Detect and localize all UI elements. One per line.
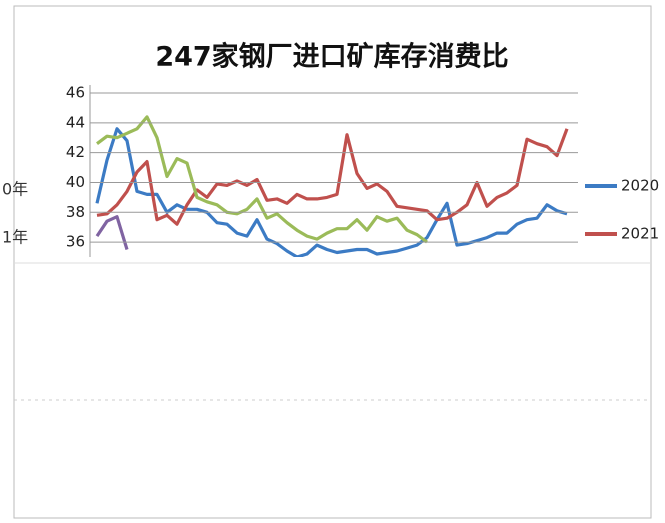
y-tick-label: 36 bbox=[66, 233, 85, 251]
side-label: 0年 bbox=[2, 180, 28, 199]
side-label: 1年 bbox=[2, 228, 28, 247]
series-line bbox=[96, 128, 569, 226]
series-line bbox=[95, 127, 568, 257]
y-tick-label: 42 bbox=[66, 143, 85, 161]
y-tick-label: 46 bbox=[66, 84, 85, 102]
chart-title: 247家钢厂进口矿库存消费比 bbox=[155, 41, 508, 73]
y-tick-label: 38 bbox=[66, 203, 85, 221]
series-line bbox=[96, 115, 428, 244]
frame bbox=[13, 5, 652, 519]
y-tick-label: 44 bbox=[66, 113, 85, 131]
legend-label: 2021 bbox=[621, 225, 659, 243]
series-line bbox=[95, 215, 129, 250]
legend-label: 2020 bbox=[621, 177, 659, 195]
plot bbox=[95, 115, 569, 257]
y-tick-label: 40 bbox=[66, 173, 85, 191]
